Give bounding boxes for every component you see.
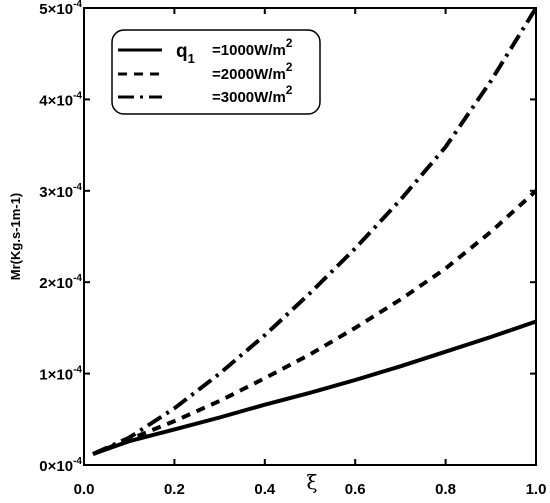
legend-label: =2000W/m2 [212, 60, 293, 83]
x-tick-label: 1.0 [526, 481, 547, 498]
y-axis-label: Mr(Kg.s-1m-1) [8, 193, 23, 280]
legend-label: =1000W/m2 [212, 36, 293, 59]
y-tick-label: 2×10-4 [39, 273, 82, 292]
series-line-dashdot [92, 6, 538, 456]
y-tick-labels: 0×10-4 1×10-4 2×10-4 3×10-4 4×10-4 5×10-4 [39, 0, 82, 475]
x-tick-label: 0.2 [164, 481, 185, 498]
y-tick-label: 1×10-4 [39, 365, 82, 384]
plot-frame [83, 7, 537, 466]
y-tick-label: 5×10-4 [39, 0, 82, 18]
y-tick-label: 3×10-4 [39, 182, 82, 201]
legend: =1000W/m2=2000W/m2=3000W/m2 q1 [111, 29, 321, 115]
x-tick-label: 0.8 [435, 481, 456, 498]
x-tick-label: 0.6 [345, 481, 366, 498]
legend-label: =3000W/m2 [212, 83, 293, 106]
x-tick-label: 0.0 [74, 481, 95, 498]
legend-box [111, 29, 321, 115]
series-layer [92, 6, 538, 456]
x-axis-label: ξ [306, 470, 317, 494]
legend-symbol: q1 [176, 41, 195, 66]
y-tick-label: 4×10-4 [39, 90, 82, 109]
y-tick-label: 0×10-4 [39, 456, 82, 475]
x-tick-label: 0.4 [254, 481, 276, 498]
series-line-dashed [92, 189, 538, 456]
x-tick-labels: 0.0 0.2 0.4 0.6 0.8 1.0 [74, 481, 547, 498]
series-line-solid [92, 319, 537, 456]
